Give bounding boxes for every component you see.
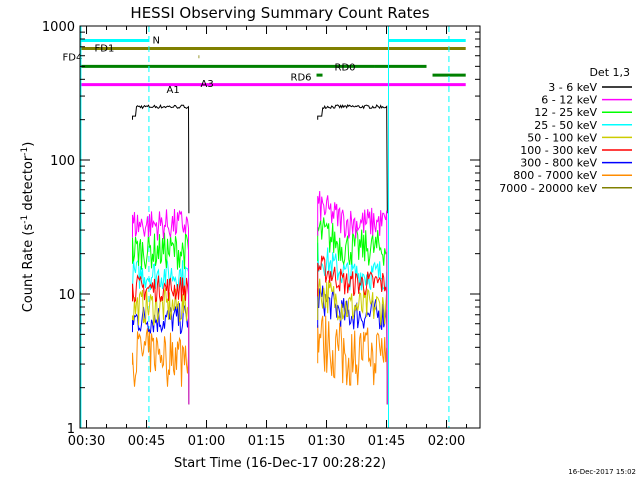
legend-label: 3 - 6 keV <box>548 81 597 94</box>
plot-frame <box>79 25 481 429</box>
plot-area <box>80 26 450 428</box>
series-trace <box>317 315 388 405</box>
flag-label-RD6: RD6 <box>291 72 312 83</box>
legend-label: 300 - 800 keV <box>520 157 597 170</box>
series-trace <box>132 288 190 405</box>
series-trace <box>317 217 388 405</box>
legend-label: 100 - 300 keV <box>520 144 597 157</box>
footer-timestamp: 16-Dec-2017 15:02 <box>568 468 636 476</box>
series-trace <box>132 259 190 405</box>
series-trace <box>317 255 388 405</box>
x-tick-label: 00:30 <box>68 434 105 449</box>
series-12-25-keV <box>132 217 388 405</box>
flag-label-FD1: FD1 <box>95 44 115 55</box>
flag-label-RD0: RD0 <box>335 62 356 73</box>
legend-label: 6 - 12 keV <box>541 94 597 107</box>
series-trace <box>317 190 388 405</box>
chart-title: HESSI Observing Summary Count Rates <box>130 4 429 22</box>
series-100-300-keV <box>132 255 388 405</box>
series-trace <box>132 232 190 405</box>
legend-label: 25 - 50 keV <box>534 119 597 132</box>
x-tick-label: 01:45 <box>368 434 405 449</box>
legend-label: 800 - 7000 keV <box>513 169 597 182</box>
flag-label-N: N <box>153 36 160 47</box>
legend-label: 12 - 25 keV <box>534 106 597 119</box>
series-trace <box>132 103 190 214</box>
flag-RD0: RD0 <box>80 62 427 73</box>
series-6-12-keV <box>132 190 388 405</box>
flag-FD4: FD4 <box>63 53 200 64</box>
legend-title: Det 1,3 <box>589 66 630 79</box>
flag-A3: A3 <box>201 79 214 90</box>
flag-A1: A1 <box>80 83 466 96</box>
series-800-7000-keV <box>132 315 388 405</box>
flag-label-A1: A1 <box>167 85 180 96</box>
y-tick-label: 100 <box>50 154 75 169</box>
series-trace <box>132 328 190 405</box>
x-tick-label: 00:45 <box>128 434 165 449</box>
legend-label: 50 - 100 keV <box>527 131 597 144</box>
legend-label: 7000 - 20000 keV <box>499 182 597 195</box>
flag-label-A3: A3 <box>201 79 214 90</box>
x-tick-label: 01:30 <box>308 434 345 449</box>
y-tick-label: 1000 <box>42 20 75 35</box>
flag-label-FD4: FD4 <box>63 53 83 64</box>
flag-FD1: FD1 <box>80 44 466 55</box>
x-tick-label: 01:00 <box>188 434 225 449</box>
x-tick-label: 02:00 <box>428 434 465 449</box>
series-50-100-keV <box>132 278 388 405</box>
series-trace <box>317 278 388 405</box>
series-trace <box>132 303 190 405</box>
series-trace <box>132 208 190 405</box>
series-trace <box>132 274 190 405</box>
y-tick-label: 10 <box>58 288 75 303</box>
x-tick-label: 01:15 <box>248 434 285 449</box>
x-axis-label: Start Time (16-Dec-17 00:28:22) <box>174 456 386 471</box>
flag-bars: N FD1 FD4 RD0 RD6 A1 A3 <box>63 36 466 96</box>
flag-RD6: RD6 <box>291 72 466 83</box>
y-tick-label: 1 <box>67 422 75 437</box>
axes: 00:30 00:45 01:00 01:15 01:30 01:45 02:00 1 10 10… <box>42 20 480 449</box>
series-trace <box>317 104 388 214</box>
y-axis-label: Count Rate (s-1 detector-1) <box>20 142 36 313</box>
series-3-6-keV <box>132 103 388 214</box>
flag-N: N <box>80 36 466 47</box>
